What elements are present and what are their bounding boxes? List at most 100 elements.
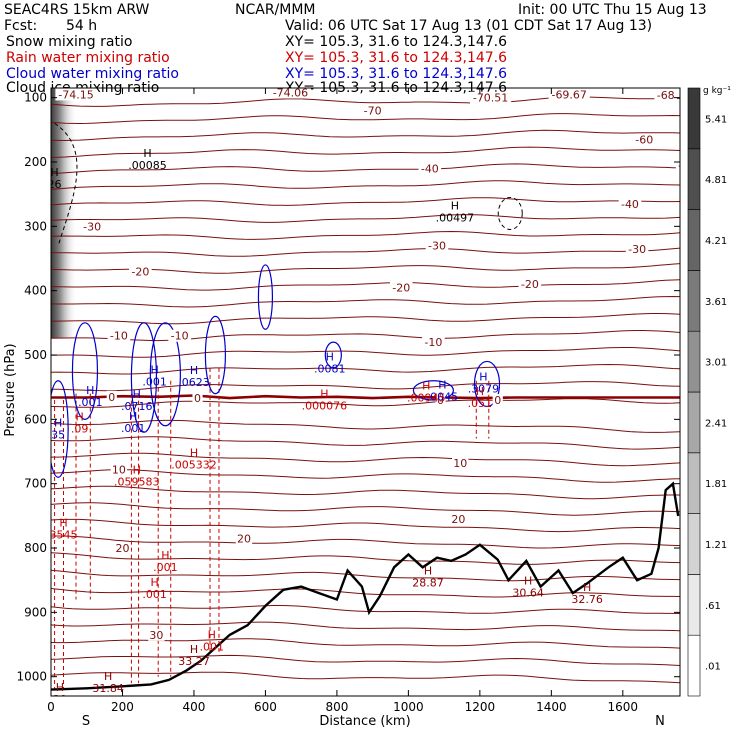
isotherm-line bbox=[51, 621, 680, 632]
high-value-label: .001 bbox=[153, 561, 178, 574]
isotherm-label: -60 bbox=[635, 133, 653, 146]
x-tick-label: 1600 bbox=[608, 700, 639, 714]
x-tick-label: 400 bbox=[183, 700, 206, 714]
isotherm-label-bg bbox=[148, 628, 165, 641]
snow-shading-band bbox=[51, 88, 77, 338]
high-value-label: .001 bbox=[78, 396, 103, 409]
x-tick-label: 600 bbox=[254, 700, 277, 714]
isotherm-line bbox=[51, 197, 680, 206]
model-title: SEAC4RS 15km ARW bbox=[4, 2, 150, 18]
high-marker: H bbox=[143, 147, 151, 160]
isotherm-line bbox=[51, 330, 680, 342]
colorbar-bin bbox=[687, 574, 701, 636]
isotherm-line bbox=[51, 146, 680, 158]
rain-contour bbox=[130, 393, 140, 684]
isotherm-label-bg bbox=[425, 239, 449, 252]
colorbar-bin bbox=[687, 330, 701, 393]
isotherm-label: 10 bbox=[453, 457, 467, 470]
isotherm-label-bg bbox=[469, 91, 512, 104]
high-value-label: 26 bbox=[48, 178, 62, 191]
isotherm-line bbox=[51, 263, 680, 274]
organization-label: NCAR/MMM bbox=[235, 2, 316, 18]
x-tick-label: 800 bbox=[325, 700, 348, 714]
y-tick-label: 400 bbox=[24, 284, 47, 298]
colorbar-tick-label: 2.41 bbox=[705, 418, 727, 429]
isotherm-label-bg bbox=[389, 281, 413, 294]
isotherm-line bbox=[51, 295, 680, 308]
high-value-label: .3079 bbox=[468, 383, 500, 396]
isotherm-label-bg bbox=[55, 88, 97, 101]
isotherm-line bbox=[51, 452, 680, 467]
isotherm-line bbox=[51, 214, 680, 223]
isotherm-label-bg bbox=[675, 159, 680, 172]
isotherm-label-bg bbox=[110, 463, 128, 476]
high-value-label: 31.84 bbox=[92, 682, 124, 695]
isotherm-line bbox=[51, 654, 680, 666]
y-tick-label: 300 bbox=[24, 219, 47, 233]
isotherm-label: 20 bbox=[451, 513, 465, 526]
high-value-label: .0716 bbox=[121, 400, 153, 413]
freezing-level-line bbox=[51, 394, 680, 400]
colorbar-unit-label: g kg⁻¹ bbox=[703, 86, 731, 96]
high-value-label: 30 bbox=[53, 693, 67, 706]
high-value-label: 3545 bbox=[50, 529, 78, 542]
x-end-label-start: S bbox=[82, 714, 90, 729]
y-tick-label: 700 bbox=[24, 477, 47, 491]
forecast-label: Fcst: bbox=[4, 18, 38, 34]
isotherm-label: -40 bbox=[621, 198, 639, 211]
isotherm-label: 0 bbox=[108, 391, 115, 404]
isotherm-label: 0 bbox=[194, 392, 201, 405]
cloud-ice-contour bbox=[54, 122, 78, 246]
y-tick-label: 1000 bbox=[16, 670, 47, 684]
isotherm-label-bg bbox=[632, 133, 656, 146]
isotherm-label: 20 bbox=[237, 532, 251, 545]
high-value-label: .0045 bbox=[427, 390, 459, 403]
colorbar-tick-label: 1.81 bbox=[705, 479, 727, 490]
cloud-ice-contour bbox=[497, 196, 523, 230]
isotherm-label-bg bbox=[548, 88, 590, 101]
high-value-label: .0623 bbox=[178, 376, 210, 389]
isotherm-label: -40 bbox=[421, 162, 439, 175]
high-marker: H bbox=[133, 388, 141, 401]
isotherm-label: -20 bbox=[131, 265, 149, 278]
isotherm-line bbox=[51, 163, 680, 175]
colorbar-tick-label: 5.41 bbox=[705, 114, 727, 125]
colorbar-bin bbox=[687, 270, 701, 332]
isotherm-label-bg bbox=[625, 242, 649, 255]
isotherm-label: 30 bbox=[149, 629, 163, 642]
isotherm-label-bg bbox=[654, 89, 678, 102]
isotherm-line bbox=[51, 535, 680, 549]
rain-contour bbox=[157, 380, 172, 677]
isotherm-label: 20 bbox=[115, 542, 129, 555]
isotherm-line bbox=[51, 671, 680, 684]
colorbar-tick-label: .61 bbox=[705, 601, 721, 612]
isotherm-line bbox=[51, 129, 680, 142]
high-value-label: .001 bbox=[121, 422, 146, 435]
isotherm-label: -10 bbox=[110, 330, 128, 343]
isotherm-label: -74.06 bbox=[273, 87, 308, 100]
x-axis-title: Distance (km) bbox=[319, 714, 410, 729]
isotherm-line bbox=[51, 469, 680, 483]
isotherm-label: -70 bbox=[364, 105, 382, 118]
isotherm-line bbox=[51, 279, 680, 291]
colorbar-tick-label: 3.01 bbox=[705, 358, 727, 369]
isotherm-label-bg bbox=[114, 542, 131, 555]
isotherm-label-bg bbox=[618, 197, 642, 210]
high-marker: H bbox=[479, 371, 487, 384]
high-value-label: 35 bbox=[51, 428, 65, 441]
forecast-hours: 54 h bbox=[66, 18, 98, 34]
cloud-water-contour bbox=[324, 341, 342, 369]
isotherm-label: 0 bbox=[437, 394, 444, 407]
high-value-label: .001 bbox=[142, 588, 167, 601]
isotherm-label: -30 bbox=[628, 243, 646, 256]
high-marker: H bbox=[326, 351, 334, 364]
isotherm-label-bg bbox=[107, 329, 131, 342]
y-tick-label: 200 bbox=[24, 155, 47, 169]
colorbar-bin bbox=[687, 634, 701, 697]
colorbar-bin bbox=[687, 391, 701, 454]
high-marker: H bbox=[451, 200, 459, 213]
high-marker: H bbox=[56, 681, 64, 694]
x-tick-label: 1400 bbox=[536, 700, 567, 714]
isotherm-line bbox=[51, 313, 680, 325]
